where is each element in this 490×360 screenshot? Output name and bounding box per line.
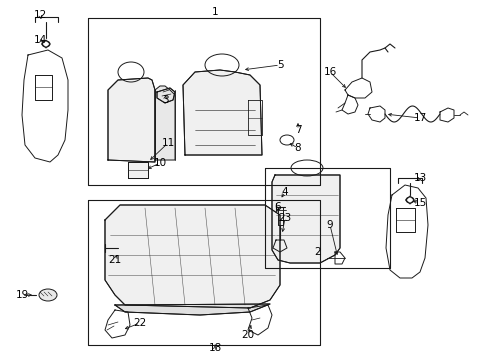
- Text: 8: 8: [294, 143, 301, 153]
- Text: 19: 19: [15, 290, 28, 300]
- Text: 22: 22: [133, 318, 147, 328]
- Text: 16: 16: [323, 67, 337, 77]
- Text: 7: 7: [294, 125, 301, 135]
- Polygon shape: [115, 304, 270, 315]
- Text: 10: 10: [153, 158, 167, 168]
- Text: 18: 18: [208, 343, 221, 353]
- Polygon shape: [128, 162, 148, 178]
- Text: 11: 11: [161, 138, 174, 148]
- Text: 1: 1: [212, 7, 219, 17]
- Polygon shape: [183, 70, 262, 155]
- Polygon shape: [155, 86, 175, 160]
- Text: 2: 2: [315, 247, 321, 257]
- Text: 12: 12: [33, 10, 47, 20]
- Text: 15: 15: [414, 198, 427, 208]
- Polygon shape: [105, 205, 280, 308]
- Ellipse shape: [39, 289, 57, 301]
- Text: 9: 9: [327, 220, 333, 230]
- Text: 6: 6: [275, 202, 281, 212]
- Polygon shape: [272, 175, 340, 263]
- Text: 14: 14: [33, 35, 47, 45]
- Text: 4: 4: [282, 187, 288, 197]
- Text: 23: 23: [278, 213, 292, 223]
- Polygon shape: [108, 78, 155, 162]
- Text: 5: 5: [277, 60, 283, 70]
- Polygon shape: [157, 88, 175, 103]
- Text: 3: 3: [162, 95, 168, 105]
- Text: 17: 17: [414, 113, 427, 123]
- Text: 21: 21: [108, 255, 122, 265]
- Text: 20: 20: [242, 330, 255, 340]
- Text: 13: 13: [414, 173, 427, 183]
